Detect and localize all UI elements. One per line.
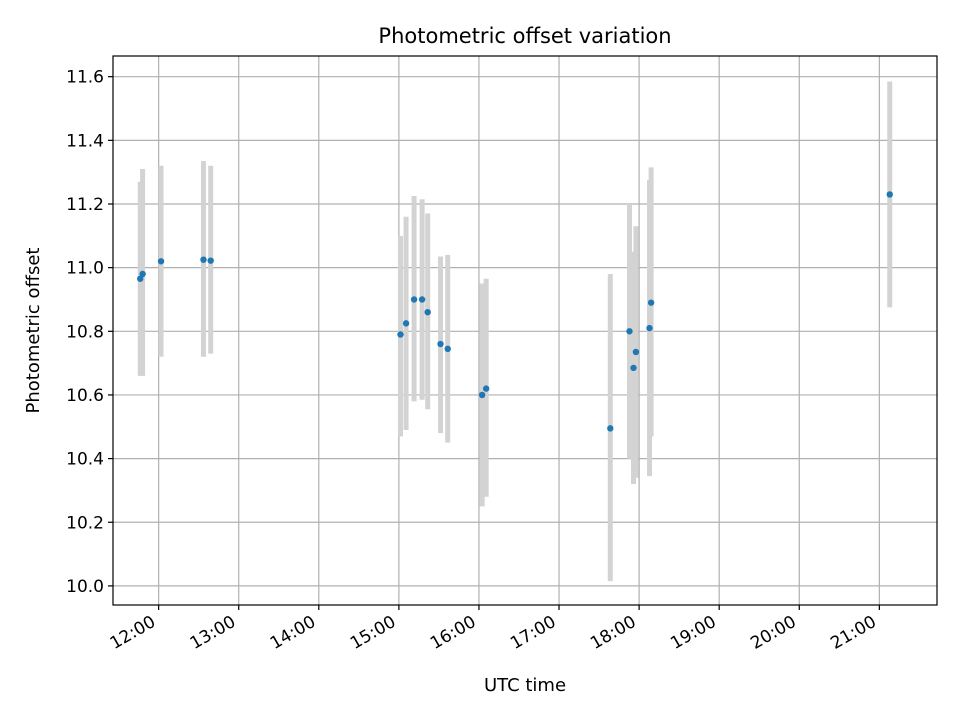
y-tick-label: 10.8 — [66, 322, 104, 342]
y-tick-label: 11.4 — [66, 131, 104, 151]
data-point — [607, 425, 614, 432]
data-point — [630, 364, 637, 372]
y-tick-label: 11.2 — [66, 195, 104, 215]
data-point — [418, 296, 426, 303]
data-point — [157, 258, 165, 265]
data-point — [646, 324, 653, 332]
data-point — [207, 257, 214, 264]
x-axis-ticks: 12:00 13:00 14:00 15:00 16:00 17:00 18:00 19:00… — [107, 605, 880, 654]
data-point — [397, 331, 404, 338]
data-point — [647, 299, 655, 306]
y-tick-label: 10.2 — [66, 513, 104, 533]
x-tick-label: 17:00 — [507, 612, 559, 654]
chart-title: Photometric offset variation — [378, 24, 671, 48]
x-tick-label: 18:00 — [587, 612, 639, 654]
data-point — [137, 275, 144, 282]
y-axis-label: Photometric offset — [23, 248, 44, 414]
x-tick-label: 19:00 — [667, 612, 719, 654]
plot-area-frame — [112, 55, 938, 606]
data-point — [482, 385, 490, 392]
x-tick-label: 14:00 — [267, 612, 319, 654]
data-point — [478, 391, 486, 399]
data-point — [402, 320, 410, 327]
y-axis-ticks: 10.0 10.2 10.4 10.6 10.8 11.0 11.2 11.4 11.6 — [66, 68, 113, 597]
y-tick-label: 11.6 — [66, 68, 104, 88]
x-tick-label: 13:00 — [187, 612, 239, 654]
x-tick-label: 12:00 — [107, 612, 159, 654]
y-tick-label: 10.6 — [66, 386, 104, 406]
data-point — [200, 256, 207, 263]
data-point — [444, 345, 451, 352]
data-point — [410, 296, 418, 303]
data-points — [137, 191, 893, 432]
data-point — [437, 340, 444, 348]
x-axis-label: UTC time — [484, 675, 566, 696]
data-point — [626, 328, 633, 335]
data-point — [886, 191, 893, 198]
x-tick-label: 20:00 — [747, 612, 799, 654]
y-tick-label: 10.4 — [66, 450, 104, 470]
grid-lines — [113, 56, 937, 605]
data-point — [139, 270, 146, 278]
x-tick-label: 21:00 — [827, 612, 879, 654]
x-tick-label: 15:00 — [347, 612, 399, 654]
y-tick-label: 10.0 — [66, 577, 104, 597]
data-point — [424, 309, 431, 316]
y-tick-label: 11.0 — [66, 259, 104, 279]
data-point — [632, 348, 640, 356]
x-tick-label: 16:00 — [427, 612, 479, 654]
